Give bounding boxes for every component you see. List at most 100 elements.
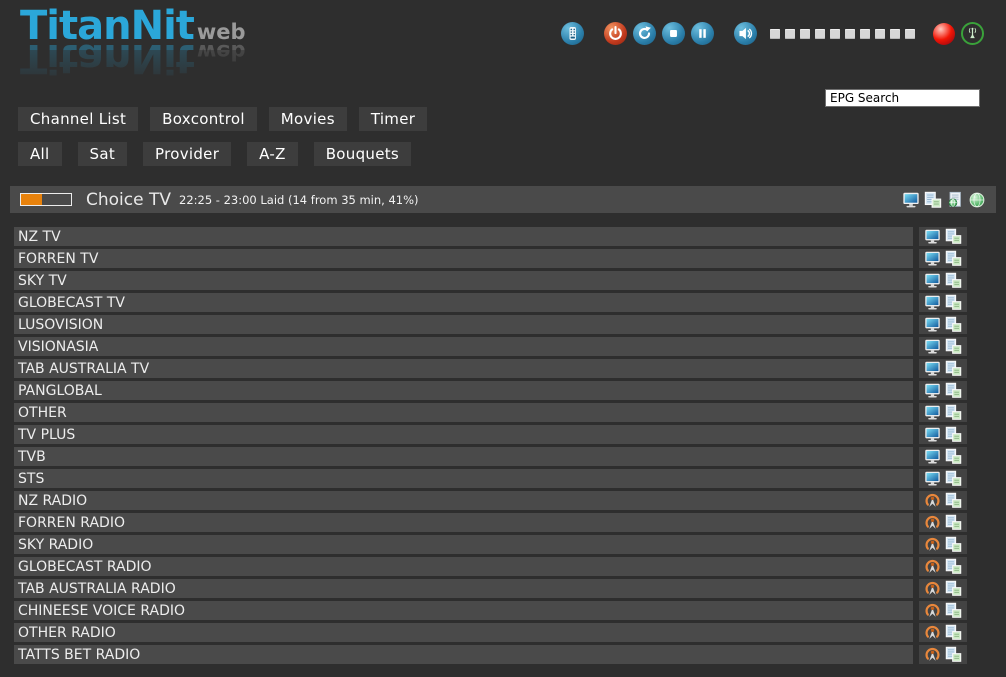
channel-row-bar[interactable]: FORREN TV bbox=[14, 249, 913, 268]
pause-icon[interactable] bbox=[691, 22, 714, 45]
channel-name[interactable]: GLOBECAST RADIO bbox=[18, 558, 152, 575]
tv-icon[interactable] bbox=[902, 191, 920, 209]
radio-icon[interactable] bbox=[924, 602, 941, 619]
tv-icon[interactable] bbox=[924, 382, 941, 399]
stop-icon[interactable] bbox=[662, 22, 685, 45]
channel-name[interactable]: CHINEESE VOICE RADIO bbox=[18, 602, 185, 619]
volume-mute-icon[interactable] bbox=[734, 22, 757, 45]
channel-row-bar[interactable]: PANGLOBAL bbox=[14, 381, 913, 400]
channel-row-bar[interactable]: NZ TV bbox=[14, 227, 913, 246]
channel-name[interactable]: TVB bbox=[18, 448, 46, 465]
epg-icon[interactable] bbox=[945, 448, 962, 465]
channel-name[interactable]: TAB AUSTRALIA RADIO bbox=[18, 580, 176, 597]
volume-block[interactable] bbox=[815, 28, 825, 39]
channel-row-bar[interactable]: OTHER bbox=[14, 403, 913, 422]
stream-antenna-icon[interactable] bbox=[961, 22, 984, 45]
channel-name[interactable]: STS bbox=[18, 470, 45, 487]
tv-icon[interactable] bbox=[924, 426, 941, 443]
epg-icon[interactable] bbox=[945, 470, 962, 487]
channel-row-bar[interactable]: TAB AUSTRALIA RADIO bbox=[14, 579, 913, 598]
filter-sat-button[interactable]: Sat bbox=[77, 142, 127, 166]
radio-icon[interactable] bbox=[924, 624, 941, 641]
nav-timer-button[interactable]: Timer bbox=[358, 107, 428, 131]
tv-icon[interactable] bbox=[924, 404, 941, 421]
tv-icon[interactable] bbox=[924, 360, 941, 377]
channel-row-bar[interactable]: TV PLUS bbox=[14, 425, 913, 444]
channel-row-bar[interactable]: GLOBECAST TV bbox=[14, 293, 913, 312]
channel-row-bar[interactable]: TATTS BET RADIO bbox=[14, 645, 913, 664]
volume-block[interactable] bbox=[830, 28, 840, 39]
volume-block[interactable] bbox=[845, 28, 855, 39]
channel-name[interactable]: SKY RADIO bbox=[18, 536, 94, 553]
channel-name[interactable]: FORREN TV bbox=[18, 250, 99, 267]
tv-icon[interactable] bbox=[924, 448, 941, 465]
epg-icon[interactable] bbox=[945, 602, 962, 619]
channel-name[interactable]: TV PLUS bbox=[18, 426, 76, 443]
volume-block[interactable] bbox=[800, 28, 810, 39]
remote-icon[interactable] bbox=[561, 22, 584, 45]
power-icon[interactable] bbox=[604, 22, 627, 45]
channel-name[interactable]: TATTS BET RADIO bbox=[18, 646, 141, 663]
channel-name[interactable]: VISIONASIA bbox=[18, 338, 99, 355]
epg-icon[interactable] bbox=[945, 426, 962, 443]
radio-icon[interactable] bbox=[924, 558, 941, 575]
epg-icon[interactable] bbox=[945, 316, 962, 333]
volume-block[interactable] bbox=[860, 28, 870, 39]
channel-name[interactable]: OTHER bbox=[18, 404, 67, 421]
epg-icon[interactable] bbox=[945, 250, 962, 267]
tv-icon[interactable] bbox=[924, 316, 941, 333]
epg-icon[interactable] bbox=[945, 272, 962, 289]
channel-name[interactable]: LUSOVISION bbox=[18, 316, 104, 333]
channel-row-bar[interactable]: CHINEESE VOICE RADIO bbox=[14, 601, 913, 620]
channel-row-bar[interactable]: GLOBECAST RADIO bbox=[14, 557, 913, 576]
channel-row-bar[interactable]: SKY RADIO bbox=[14, 535, 913, 554]
volume-block[interactable] bbox=[905, 28, 915, 39]
volume-block[interactable] bbox=[890, 28, 900, 39]
nav-movies-button[interactable]: Movies bbox=[268, 107, 347, 131]
channel-row-bar[interactable]: LUSOVISION bbox=[14, 315, 913, 334]
nav-boxcontrol-button[interactable]: Boxcontrol bbox=[150, 107, 257, 131]
channel-name[interactable]: GLOBECAST TV bbox=[18, 294, 125, 311]
channel-name[interactable]: SKY TV bbox=[18, 272, 67, 289]
channel-row-bar[interactable]: TVB bbox=[14, 447, 913, 466]
epg-icon[interactable] bbox=[945, 558, 962, 575]
tv-icon[interactable] bbox=[924, 272, 941, 289]
nav-channel-list-button[interactable]: Channel List bbox=[18, 107, 139, 131]
stream-document-icon[interactable] bbox=[946, 191, 964, 209]
refresh-icon[interactable] bbox=[633, 22, 656, 45]
channel-row-bar[interactable]: VISIONASIA bbox=[14, 337, 913, 356]
epg-icon[interactable] bbox=[945, 228, 962, 245]
channel-name[interactable]: PANGLOBAL bbox=[18, 382, 102, 399]
epg-icon[interactable] bbox=[945, 360, 962, 377]
channel-row-bar[interactable]: TAB AUSTRALIA TV bbox=[14, 359, 913, 378]
tv-icon[interactable] bbox=[924, 294, 941, 311]
radio-icon[interactable] bbox=[924, 514, 941, 531]
tv-icon[interactable] bbox=[924, 338, 941, 355]
channel-row-bar[interactable]: SKY TV bbox=[14, 271, 913, 290]
record-indicator-icon[interactable] bbox=[933, 22, 955, 45]
filter-all-button[interactable]: All bbox=[18, 142, 62, 166]
epg-icon[interactable] bbox=[945, 536, 962, 553]
tv-icon[interactable] bbox=[924, 228, 941, 245]
epg-icon[interactable] bbox=[945, 580, 962, 597]
radio-icon[interactable] bbox=[924, 580, 941, 597]
filter-provider-button[interactable]: Provider bbox=[143, 142, 232, 166]
tv-icon[interactable] bbox=[924, 250, 941, 267]
channel-row-bar[interactable]: STS bbox=[14, 469, 913, 488]
epg-icon[interactable] bbox=[924, 191, 942, 209]
channel-name[interactable]: OTHER RADIO bbox=[18, 624, 116, 641]
filter-az-button[interactable]: A-Z bbox=[247, 142, 298, 166]
channel-name[interactable]: TAB AUSTRALIA TV bbox=[18, 360, 150, 377]
epg-icon[interactable] bbox=[945, 646, 962, 663]
radio-icon[interactable] bbox=[924, 646, 941, 663]
channel-row-bar[interactable]: OTHER RADIO bbox=[14, 623, 913, 642]
channel-name[interactable]: NZ TV bbox=[18, 228, 61, 245]
volume-block[interactable] bbox=[875, 28, 885, 39]
channel-name[interactable]: NZ RADIO bbox=[18, 492, 88, 509]
epg-icon[interactable] bbox=[945, 382, 962, 399]
epg-icon[interactable] bbox=[945, 492, 962, 509]
volume-block[interactable] bbox=[770, 28, 780, 39]
web-globe-icon[interactable] bbox=[968, 191, 986, 209]
epg-icon[interactable] bbox=[945, 514, 962, 531]
epg-icon[interactable] bbox=[945, 294, 962, 311]
